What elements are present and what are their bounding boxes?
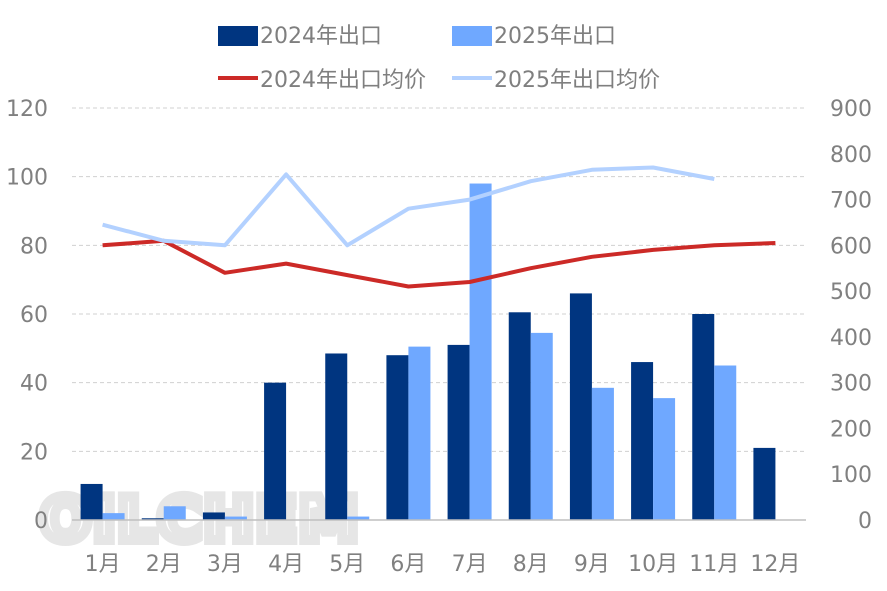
bar-2024-5月 <box>325 353 348 520</box>
x-tick-label: 1月 <box>85 552 121 577</box>
y-left-tick-label: 20 <box>20 440 48 465</box>
line-2024-price <box>102 238 776 289</box>
bar-2025-1月 <box>102 513 125 520</box>
y-left-tick-label: 120 <box>6 97 48 122</box>
y-right-tick-label: 200 <box>830 417 872 442</box>
bar-2024-1月 <box>80 483 103 520</box>
bar-2024-2月 <box>141 518 164 520</box>
axes: 0 20 40 60 80 100 120 0 100 200 300 400 500 600 700 800… <box>6 97 872 577</box>
bar-2025-7月 <box>469 183 492 521</box>
bar-2025-6月 <box>408 346 431 520</box>
y-right-tick-label: 800 <box>830 143 872 168</box>
bar-2025-3月 <box>224 516 247 520</box>
bar-2025-10月 <box>653 398 676 520</box>
bar-2025-8月 <box>530 332 553 520</box>
x-tick-label: 5月 <box>329 552 365 577</box>
bar-2024-7月 <box>447 344 470 520</box>
x-tick-label: 6月 <box>390 552 426 577</box>
x-tick-label: 7月 <box>452 552 488 577</box>
x-tick-label: 10月 <box>628 552 678 577</box>
y-right-tick-label: 100 <box>830 463 872 488</box>
bar-2024-3月 <box>202 512 225 520</box>
x-tick-label: 8月 <box>513 552 549 577</box>
bar-2025-11月 <box>714 365 737 520</box>
x-tick-label: 12月 <box>750 552 800 577</box>
bar-2025-2月 <box>163 506 186 520</box>
bar-2024-9月 <box>569 293 592 520</box>
y-left-tick-label: 40 <box>20 372 48 397</box>
y-left-tick-label: 60 <box>20 303 48 328</box>
bar-2024-4月 <box>264 382 287 520</box>
lines <box>102 165 776 289</box>
y-right-tick-label: 500 <box>830 280 872 305</box>
y-right-tick-label: 600 <box>830 234 872 259</box>
bar-2025-5月 <box>347 516 370 520</box>
bars <box>80 183 776 521</box>
legend-label: 2024年出口 <box>260 24 382 49</box>
y-right-tick-label: 0 <box>858 509 872 534</box>
bar-2024-12月 <box>753 447 776 520</box>
x-tick-label: 2月 <box>146 552 182 577</box>
bar-2024-6月 <box>386 355 409 520</box>
y-right-tick-label: 700 <box>830 189 872 214</box>
bar-2024-10月 <box>631 362 654 520</box>
gridlines <box>72 107 806 452</box>
y-left-tick-label: 100 <box>6 166 48 191</box>
y-left-tick-label: 80 <box>20 234 48 259</box>
y-right-tick-label: 300 <box>830 372 872 397</box>
y-right-tick-label: 400 <box>830 326 872 351</box>
bar-2024-11月 <box>692 314 715 520</box>
y-right-tick-label: 900 <box>830 97 872 122</box>
x-tick-label: 4月 <box>268 552 304 577</box>
x-tick-label: 11月 <box>689 552 739 577</box>
line-2025-price <box>102 165 715 248</box>
y-left-tick-label: 0 <box>34 509 48 534</box>
x-tick-label: 9月 <box>574 552 610 577</box>
legend-label: 2025年出口均价 <box>494 68 660 93</box>
legend: 2024年出口 2025年出口 2024年出口均价 2025年出口均价 <box>218 24 660 93</box>
legend-label: 2024年出口均价 <box>260 68 426 93</box>
bar-2024-8月 <box>508 312 531 520</box>
bar-2025-9月 <box>591 387 614 520</box>
legend-label: 2025年出口 <box>494 24 616 49</box>
x-tick-label: 3月 <box>207 552 243 577</box>
legend-swatch <box>218 26 258 46</box>
legend-swatch <box>452 26 492 46</box>
